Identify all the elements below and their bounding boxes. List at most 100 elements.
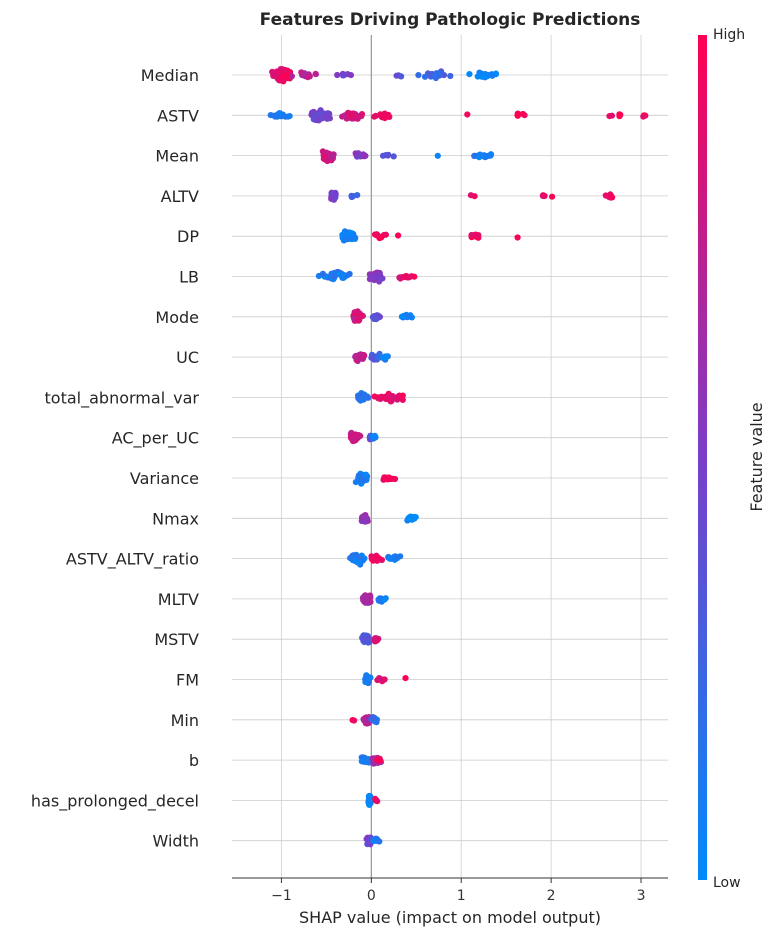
shap-point: [340, 237, 347, 244]
feature-points-b: [358, 754, 384, 767]
shap-point: [366, 797, 374, 804]
feature-points-AC_per_UC: [347, 429, 379, 445]
feature-points-Min: [349, 714, 380, 727]
shap-point: [360, 396, 367, 403]
shap-point: [369, 714, 377, 721]
shap-point: [286, 113, 293, 120]
shap-point: [379, 152, 387, 159]
feature-label: Nmax: [152, 509, 199, 528]
shap-point: [391, 475, 399, 483]
shap-point: [375, 271, 382, 278]
feature-label: DP: [177, 227, 199, 246]
colorbar-title: Feature value: [747, 402, 766, 511]
shap-point: [324, 157, 331, 165]
shap-point: [375, 395, 382, 402]
x-tick-label: −1: [271, 888, 292, 904]
shap-point: [365, 635, 372, 642]
shap-point: [514, 112, 521, 119]
feature-label: FM: [176, 671, 199, 690]
x-axis-label: SHAP value (impact on model output): [299, 908, 601, 927]
feature-points-Nmax: [358, 511, 419, 525]
shap-point: [382, 231, 389, 238]
feature-label: Mode: [155, 308, 199, 327]
feature-points-LB: [315, 268, 418, 285]
shap-point: [288, 73, 295, 80]
feature-label: b: [189, 751, 199, 770]
feature-points-FM: [362, 672, 409, 687]
shap-points: [267, 66, 649, 848]
vertical-gridlines: [280, 35, 642, 878]
shap-point: [373, 316, 380, 323]
shap-point: [362, 471, 370, 478]
shap-point: [372, 836, 379, 843]
shap-point: [361, 352, 368, 359]
x-tick-label: 1: [457, 888, 466, 904]
feature-label: ASTV: [157, 106, 199, 125]
shap-point: [391, 553, 398, 560]
shap-point: [276, 110, 283, 117]
feature-points-Mode: [350, 308, 415, 324]
feature-points-UC: [352, 350, 391, 365]
shap-point: [434, 152, 441, 159]
shap-point: [304, 73, 311, 80]
shap-point: [404, 313, 411, 320]
shap-point: [609, 194, 616, 201]
feature-points-DP: [339, 228, 521, 244]
shap-point: [375, 757, 382, 764]
shap-point: [476, 154, 483, 161]
shap-point: [386, 393, 393, 400]
x-axis-ticks: −1 0 1 2 3: [271, 878, 645, 904]
feature-label: AC_per_UC: [112, 429, 199, 449]
feature-labels: Median ASTV Mean ALTV DP LB Mode UC total_abnorm…: [31, 66, 199, 851]
shap-point: [373, 231, 380, 238]
feature-label: Variance: [130, 469, 199, 488]
shap-point: [372, 795, 379, 803]
shap-point: [401, 274, 408, 281]
shap-point: [399, 392, 406, 399]
shap-point: [485, 72, 492, 79]
shap-point: [466, 71, 473, 78]
shap-point: [398, 73, 405, 80]
shap-point: [312, 71, 319, 78]
feature-points-Median: [269, 66, 499, 85]
shap-point: [415, 72, 422, 79]
feature-points-MLTV: [359, 592, 389, 607]
shap-point: [381, 596, 388, 603]
feature-label: total_abnormal_var: [45, 388, 200, 408]
colorbar: [698, 35, 707, 880]
shap-point: [360, 477, 367, 484]
shap-point: [382, 354, 389, 361]
shap-point: [318, 115, 326, 122]
shap-point: [405, 274, 412, 281]
colorbar-low-label: Low: [713, 875, 741, 891]
shap-point: [436, 70, 443, 77]
shap-point: [372, 637, 380, 644]
shap-point: [471, 193, 478, 200]
feature-label: Median: [141, 66, 199, 85]
shap-point: [330, 151, 337, 158]
feature-label: Min: [171, 711, 199, 730]
shap-point: [347, 72, 354, 79]
shap-point: [421, 73, 429, 80]
shap-point: [381, 393, 388, 401]
shap-point: [349, 554, 356, 561]
shap-point: [270, 72, 277, 79]
shap-point: [358, 111, 366, 118]
shap-point: [399, 396, 406, 403]
shap-point: [319, 270, 326, 277]
feature-points-ASTV: [267, 107, 649, 124]
feature-label: LB: [179, 268, 199, 287]
shap-point: [602, 192, 609, 199]
shap-point: [464, 111, 471, 118]
shap-point: [368, 274, 375, 281]
shap-point: [617, 111, 624, 118]
shap-point: [398, 313, 405, 320]
shap-point: [549, 193, 556, 200]
feature-points-ASTV_ALTV_ratio: [347, 551, 404, 568]
shap-point: [355, 559, 363, 566]
shap-point: [276, 75, 283, 82]
shap-point: [447, 72, 454, 80]
shap-point: [381, 110, 388, 117]
shap-point: [370, 556, 378, 563]
